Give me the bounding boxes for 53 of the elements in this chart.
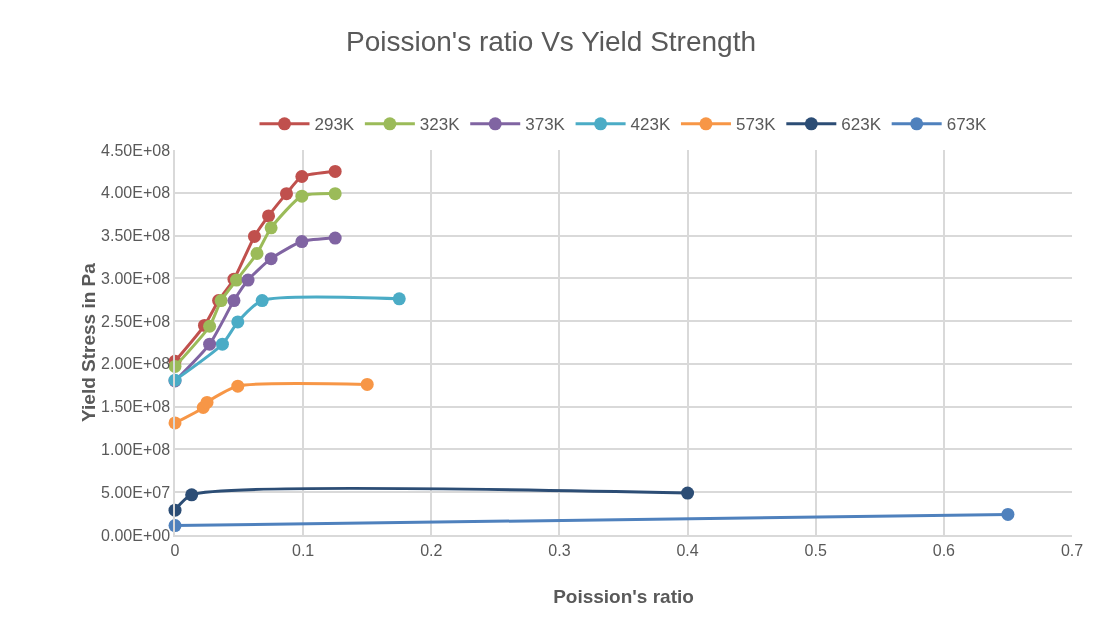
x-tick-label: 0.6 bbox=[932, 541, 956, 559]
y-tick-label: 4.50E+08 bbox=[101, 141, 171, 159]
x-tick-label: 0.3 bbox=[548, 541, 571, 559]
x-tick-label: 0.5 bbox=[804, 541, 827, 559]
x-tick-label: 0 bbox=[170, 541, 180, 559]
point bbox=[241, 273, 255, 287]
y-tick-label: 3.00E+08 bbox=[101, 269, 171, 287]
legend-label: 293K bbox=[314, 115, 355, 135]
y-tick-label: 4.00E+08 bbox=[101, 184, 171, 202]
legend-label: 573K bbox=[735, 115, 777, 135]
point bbox=[185, 488, 199, 502]
y-tick-label: 1.00E+08 bbox=[101, 441, 171, 459]
y-tick-label: 0.00E+00 bbox=[101, 526, 171, 544]
point bbox=[250, 247, 264, 261]
point bbox=[681, 486, 695, 500]
legend-label: 423K bbox=[630, 115, 671, 135]
point bbox=[328, 187, 342, 201]
point bbox=[203, 319, 217, 333]
point bbox=[295, 235, 309, 249]
point bbox=[231, 315, 245, 329]
point bbox=[227, 294, 241, 308]
y-axis-title: Yield Stress in Pa bbox=[78, 262, 100, 422]
point bbox=[328, 164, 342, 178]
point bbox=[360, 377, 374, 391]
point bbox=[279, 187, 293, 201]
legend-label: 373K bbox=[525, 115, 566, 135]
y-tick-label: 5.00E+07 bbox=[101, 483, 171, 501]
point bbox=[255, 294, 269, 308]
x-tick-label: 0.2 bbox=[420, 541, 443, 559]
point bbox=[203, 337, 217, 351]
legend-label: 323K bbox=[419, 115, 461, 135]
point bbox=[262, 209, 276, 223]
point bbox=[264, 252, 278, 266]
point bbox=[200, 395, 214, 409]
y-tick-label: 2.50E+08 bbox=[101, 312, 171, 330]
point bbox=[1001, 507, 1015, 521]
point bbox=[247, 229, 261, 243]
y-tick-label: 3.50E+08 bbox=[101, 227, 171, 245]
point bbox=[295, 170, 309, 184]
legend-label: 673K bbox=[946, 115, 988, 135]
x-tick-label: 0.1 bbox=[292, 541, 315, 559]
point bbox=[231, 379, 245, 393]
point bbox=[295, 189, 309, 203]
x-tick-label: 0.4 bbox=[676, 541, 699, 559]
point bbox=[328, 231, 342, 245]
x-tick-label: 0.7 bbox=[1060, 541, 1084, 559]
chart-title: Poission's ratio Vs Yield Strength bbox=[345, 26, 757, 58]
point bbox=[264, 221, 278, 235]
point bbox=[215, 337, 229, 351]
y-tick-label: 1.50E+08 bbox=[101, 398, 171, 416]
point bbox=[392, 292, 406, 306]
legend-label: 623K bbox=[841, 115, 882, 135]
x-axis-title: Poission's ratio bbox=[553, 585, 694, 607]
